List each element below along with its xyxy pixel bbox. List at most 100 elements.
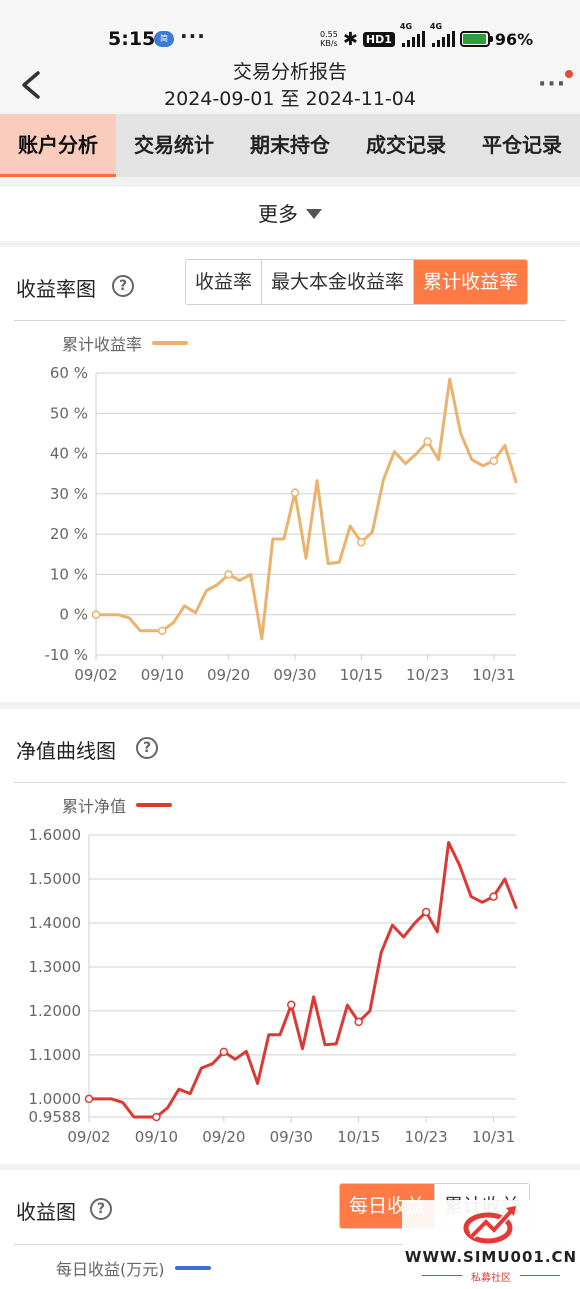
x-tick-label: 09/10: [135, 1128, 178, 1146]
x-tick-label: 09/20: [207, 666, 250, 684]
signal-icon: 4G: [400, 22, 425, 47]
segment-max-principal-return[interactable]: 最大本金收益率: [262, 260, 415, 304]
nav-header: 交易分析报告 2024-09-01 至 2024-11-04 ···: [0, 60, 580, 112]
x-tick-label: 10/23: [406, 666, 449, 684]
chart-legend: 每日收益(万元): [56, 1256, 211, 1280]
help-icon[interactable]: ?: [136, 737, 158, 759]
divider: [14, 320, 566, 321]
legend-swatch: [136, 803, 173, 807]
battery-level: 96%: [494, 29, 534, 49]
tab-end-positions[interactable]: 期末持仓: [250, 133, 330, 157]
back-arrow-icon[interactable]: [18, 70, 44, 100]
segment-cumulative-return[interactable]: 累计收益率: [414, 260, 528, 304]
status-indicators: 0.55 KB/s ✱ HD1 4G 4G 96%: [320, 22, 534, 50]
legend-label: 累计收益率: [62, 335, 143, 354]
dropdown-caret-icon: [306, 209, 322, 219]
tab-trade-stats[interactable]: 交易统计: [134, 133, 214, 157]
more-label: 更多: [258, 202, 298, 226]
data-point: [152, 1112, 161, 1122]
cumulative-return-chart: 60 % 50 % 40 % 30 % 20 % 10 % 0 % -10 % 09/02 09/…: [44, 364, 518, 684]
series-line: [94, 377, 518, 641]
y-tick-label: 20 %: [50, 525, 88, 543]
more-button[interactable]: 更多: [0, 185, 580, 241]
watermark: WWW.SIMU001.CN 私募社区: [402, 1200, 580, 1289]
help-icon[interactable]: ?: [112, 275, 134, 297]
status-bar: 5:15 简 ··· 0.55 KB/s ✱ HD1 4G 4G 96%: [0, 0, 580, 60]
y-tick-label: 1.6000: [29, 826, 82, 844]
x-tick-label: 10/15: [340, 666, 383, 684]
series-line: [87, 841, 518, 1119]
watermark-logo-icon: [463, 1206, 516, 1244]
data-point: [224, 570, 233, 579]
legend-swatch: [174, 1266, 211, 1270]
x-tick-label: 10/23: [404, 1128, 447, 1146]
status-time: 5:15: [108, 28, 156, 50]
x-tick-label: 09/02: [67, 1128, 110, 1146]
network-speed-value: 0.55: [320, 30, 338, 39]
y-tick-label: 50 %: [50, 404, 88, 422]
x-tick-label: 10/31: [472, 1128, 515, 1146]
help-icon[interactable]: ?: [90, 1198, 112, 1220]
divider: [14, 1244, 566, 1245]
more-notifications-icon: ···: [180, 24, 206, 48]
y-tick-label: 0.9588: [29, 1108, 82, 1126]
page-title: 交易分析报告: [232, 61, 347, 83]
bluetooth-icon: ✱: [342, 28, 358, 50]
x-tick-label: 09/02: [74, 666, 117, 684]
x-tick-label: 09/30: [273, 666, 316, 684]
y-tick-label: 1.5000: [29, 870, 82, 888]
y-tick-label: -10 %: [44, 646, 88, 664]
profit-card-title: 收益图: [16, 1200, 76, 1224]
x-tick-label: 09/20: [202, 1128, 245, 1146]
legend-label: 累计净值: [62, 797, 127, 816]
data-point: [423, 437, 432, 446]
tab-close-records[interactable]: 平仓记录: [482, 133, 562, 157]
notification-dot: [565, 70, 573, 78]
x-tick-label: 09/10: [141, 666, 184, 684]
return-type-selector: 收益率 最大本金收益率 累计收益率: [185, 259, 529, 305]
app-notification-icon: 简: [154, 31, 174, 47]
data-point: [158, 626, 167, 636]
y-tick-label: 1.4000: [29, 914, 82, 932]
x-tick-label: 10/15: [337, 1128, 380, 1146]
data-point: [219, 1047, 229, 1057]
watermark-subtitle: 私募社区: [471, 1273, 511, 1284]
data-point: [91, 610, 101, 619]
y-tick-label: 60 %: [50, 364, 88, 382]
data-point: [489, 892, 498, 901]
x-tick-label: 09/30: [270, 1128, 313, 1146]
y-tick-label: 10 %: [50, 565, 88, 583]
y-tick-label: 30 %: [50, 485, 88, 503]
data-point: [84, 1094, 94, 1104]
watermark-url: WWW.SIMU001.CN: [404, 1248, 578, 1266]
y-tick-label: 1.0000: [29, 1090, 82, 1108]
return-rate-card: 收益率图 ? 收益率 最大本金收益率 累计收益率 累计收益率: [0, 247, 580, 702]
chart-legend: 累计收益率: [62, 331, 189, 355]
date-range: 2024-09-01 至 2024-11-04: [164, 88, 416, 110]
y-tick-label: 1.1000: [29, 1046, 82, 1064]
chart-legend: 累计净值: [62, 793, 173, 817]
data-point: [287, 1000, 296, 1010]
y-tick-label: 0 %: [59, 606, 88, 624]
data-point: [354, 1017, 363, 1027]
tab-deal-records[interactable]: 成交记录: [366, 133, 446, 157]
watermark-rule: [520, 1275, 560, 1276]
network-speed: 0.55 KB/s: [320, 30, 338, 48]
data-point: [421, 907, 431, 917]
segment-return-rate[interactable]: 收益率: [186, 260, 263, 304]
legend-label: 每日收益(万元): [56, 1260, 165, 1279]
data-point: [290, 488, 300, 497]
data-point: [357, 537, 366, 547]
more-options-icon[interactable]: ···: [538, 72, 567, 97]
hd-voice-badge: HD1: [362, 31, 395, 47]
signal-icon: 4G: [430, 22, 455, 47]
return-card-title: 收益率图: [16, 277, 96, 301]
data-point: [489, 456, 499, 466]
y-tick-label: 1.2000: [29, 1002, 82, 1020]
report-tabs: 账户分析 交易统计 期末持仓 成交记录 平仓记录: [0, 114, 580, 177]
tab-account-analysis[interactable]: 账户分析: [0, 114, 116, 177]
y-tick-label: 40 %: [50, 445, 88, 463]
battery-icon: [459, 31, 493, 47]
signal-label: 4G: [429, 22, 443, 31]
nav-card-title: 净值曲线图: [16, 739, 116, 763]
